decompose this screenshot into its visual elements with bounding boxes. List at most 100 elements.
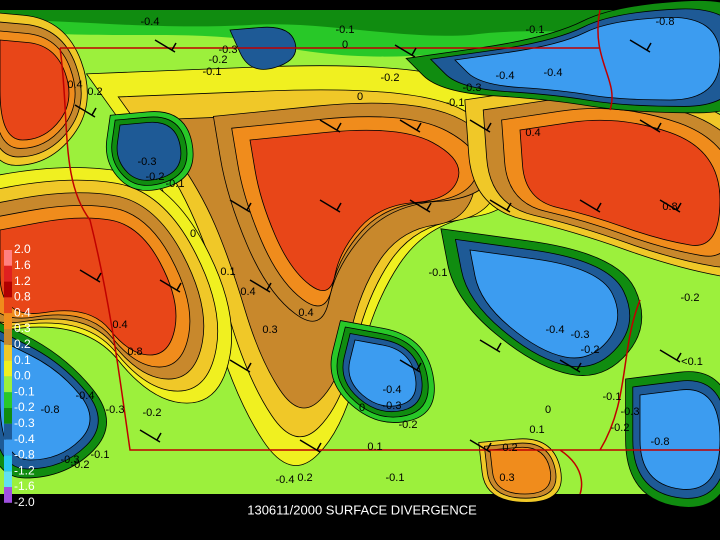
- contour-label: -0.1: [386, 472, 405, 484]
- contour-label: -0.3: [621, 406, 640, 418]
- color-bar: 2.0 1.6 1.2 0.80.4 0.3 0.2 0.1 0.0-0.1 -0.2 -0.3 -…: [4, 242, 35, 509]
- wind-barb: [229, 199, 252, 213]
- color-label: -0.4: [14, 432, 35, 446]
- color-swatch: [4, 439, 12, 456]
- color-label: 0.8: [14, 290, 31, 304]
- contour-label: 0.8: [662, 201, 677, 213]
- contour-label: 0.1: [367, 441, 382, 453]
- contour-label: -0.1: [91, 449, 110, 461]
- color-label: -1.2: [14, 463, 35, 477]
- contour-label: -0.3: [138, 156, 157, 168]
- contour-label: -0.2: [143, 407, 162, 419]
- color-swatch: [4, 487, 12, 503]
- wind-barb: [229, 359, 252, 373]
- color-swatch: [4, 313, 12, 329]
- color-label: 1.2: [14, 274, 31, 288]
- color-label: 0.1: [14, 353, 31, 367]
- contour-fill: [469, 249, 619, 359]
- wind-barb: [319, 119, 342, 133]
- contour-label: -0.2: [681, 292, 700, 304]
- contour-label: -0.2: [581, 344, 600, 356]
- contour-fill: [116, 121, 182, 181]
- contour-label: 0.4: [525, 127, 540, 139]
- wind-barb: [394, 44, 417, 58]
- contour-label: 0: [545, 404, 551, 416]
- wind-barb: [469, 439, 492, 453]
- contour-label: -0.4: [546, 324, 565, 336]
- wind-barb: [559, 359, 582, 373]
- contour-label: 0: [190, 228, 196, 240]
- contour-fill: [454, 17, 720, 101]
- contour-label: 0.1: [529, 424, 544, 436]
- contour-label: -0.1: [336, 24, 355, 36]
- contour-label: 0.1: [220, 266, 235, 278]
- contour-label: -0.4: [383, 384, 402, 396]
- color-label: 0.0: [14, 369, 31, 383]
- contour-label: -0.1: [526, 24, 545, 36]
- color-label: 0.3: [14, 321, 31, 335]
- color-label: 0.2: [14, 337, 31, 351]
- contour-label: -0.4: [276, 474, 295, 486]
- color-swatch: [4, 392, 12, 408]
- wind-barb: [399, 359, 422, 373]
- contour-fill: [0, 39, 70, 141]
- wind-barb: [639, 119, 662, 133]
- color-label: -0.2: [14, 400, 35, 414]
- color-swatch: [4, 281, 12, 298]
- contour-label: 0.8: [127, 346, 142, 358]
- wind-barb: [659, 199, 682, 213]
- wind-barb: [154, 39, 177, 53]
- color-label: -2.0: [14, 495, 35, 509]
- contour-label: -0.4: [544, 67, 563, 79]
- contour-label: -0.8: [41, 404, 60, 416]
- contour-label: -0.1: [203, 66, 222, 78]
- color-label: -0.3: [14, 416, 35, 430]
- contour-label: -0.1: [446, 97, 465, 109]
- contour-label: -0.2: [71, 459, 90, 471]
- color-label: -0.8: [14, 448, 35, 462]
- contour-label: -0.4: [496, 70, 515, 82]
- color-swatch: [4, 265, 12, 282]
- contour-fill: [249, 129, 460, 292]
- contour-label: -0.1: [166, 178, 185, 190]
- color-swatch: [4, 408, 12, 424]
- wind-barb: [579, 199, 602, 213]
- contour-label: -0.4: [76, 390, 95, 402]
- contour-fill: [519, 119, 720, 246]
- color-swatch: [4, 344, 12, 361]
- contour-fill: [0, 339, 91, 461]
- contour-label: -0.2: [381, 72, 400, 84]
- contour-label: -0.3: [106, 404, 125, 416]
- contour-label: 0.2: [87, 86, 102, 98]
- contour-labels: -0.4-0.10-0.1-0.8-0.3-0.2-0.1 -0.2 -0.4 -0.…: [41, 16, 703, 486]
- contour-label: -0.2: [611, 422, 630, 434]
- color-swatch: [4, 360, 12, 377]
- field-band: [0, 10, 720, 36]
- color-swatch: [4, 297, 12, 314]
- contour-label: -0.3: [463, 82, 482, 94]
- wind-barb: [489, 199, 512, 213]
- contour-label: 0: [357, 91, 363, 103]
- color-label: -0.1: [14, 384, 35, 398]
- wind-barb: [79, 269, 102, 283]
- contour-label: -0.3: [383, 400, 402, 412]
- wind-barb: [159, 279, 182, 293]
- contour-label: -0.2: [399, 419, 418, 431]
- contour-label: -0.3: [219, 44, 238, 56]
- contour-label: 0.2: [297, 472, 312, 484]
- boundaries: [59, 9, 720, 495]
- contour-label: -0.1: [429, 267, 448, 279]
- color-label: 0.4: [14, 305, 31, 319]
- color-swatch: [4, 376, 12, 393]
- wind-barb: [399, 119, 422, 133]
- color-swatch: [4, 471, 12, 487]
- state-line: [59, 9, 720, 495]
- wind-barb: [319, 199, 342, 213]
- contour-label: -0.4: [141, 16, 160, 28]
- wind-barb: [659, 349, 682, 363]
- color-swatch: [4, 455, 12, 472]
- wind-barb: [74, 104, 97, 118]
- color-swatch: [4, 250, 12, 266]
- wind-barb: [479, 339, 502, 353]
